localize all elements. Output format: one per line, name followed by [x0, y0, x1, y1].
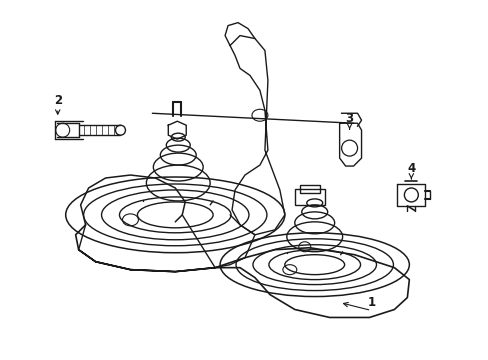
Text: 3: 3: [345, 112, 353, 125]
Text: 2: 2: [54, 94, 61, 107]
Text: 4: 4: [407, 162, 415, 175]
Text: 1: 1: [366, 296, 375, 309]
